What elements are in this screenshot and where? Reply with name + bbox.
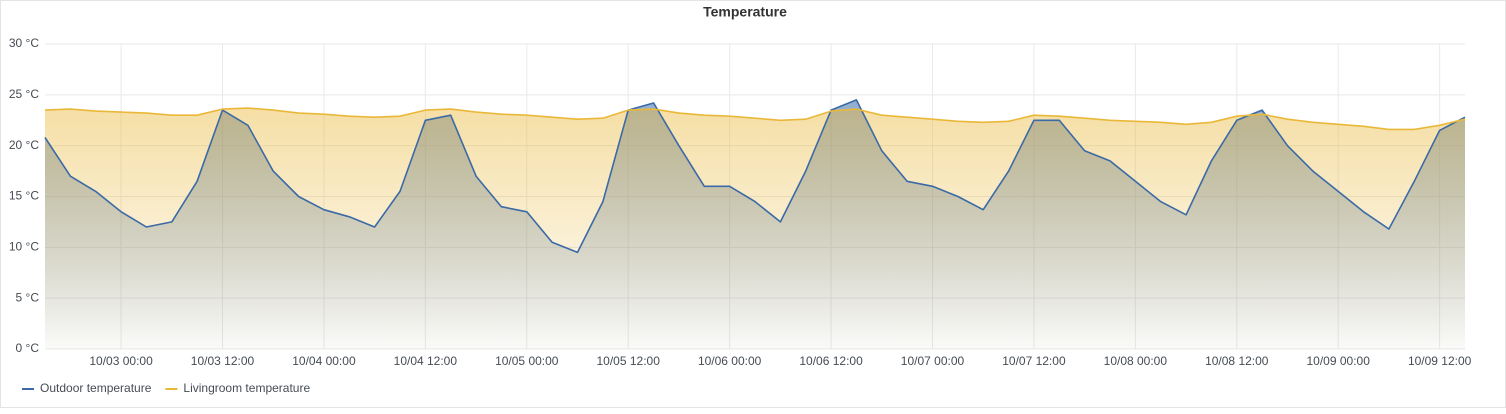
x-tick-label: 10/03 00:00 (89, 354, 153, 368)
x-tick-label: 10/03 12:00 (191, 354, 255, 368)
x-tick-label: 10/04 00:00 (292, 354, 356, 368)
legend-label: Outdoor temperature (40, 381, 152, 395)
y-tick-label: 30 °C (9, 36, 39, 50)
x-tick-label: 10/09 12:00 (1408, 354, 1472, 368)
x-tick-label: 10/09 00:00 (1307, 354, 1371, 368)
y-tick-label: 20 °C (9, 138, 39, 152)
x-tick-label: 10/04 12:00 (394, 354, 458, 368)
y-tick-label: 25 °C (9, 87, 39, 101)
series-line (44, 107, 1466, 131)
y-tick-label: 5 °C (16, 290, 40, 304)
x-tick-label: 10/08 00:00 (1104, 354, 1168, 368)
x-tick-label: 10/07 12:00 (1002, 354, 1066, 368)
area-fill (45, 108, 1465, 349)
x-tick-label: 10/06 12:00 (799, 354, 863, 368)
x-tick-label: 10/08 12:00 (1205, 354, 1269, 368)
x-tick-label: 10/05 12:00 (597, 354, 661, 368)
legend-label: Livingroom temperature (183, 381, 310, 395)
y-tick-label: 15 °C (9, 189, 39, 203)
y-tick-label: 0 °C (16, 341, 40, 355)
x-tick-label: 10/07 00:00 (901, 354, 965, 368)
x-tick-label: 10/06 00:00 (698, 354, 762, 368)
x-tick-label: 10/05 00:00 (495, 354, 559, 368)
y-tick-label: 10 °C (9, 240, 39, 254)
series-line (44, 99, 1466, 254)
chart-title: Temperature (703, 4, 787, 20)
